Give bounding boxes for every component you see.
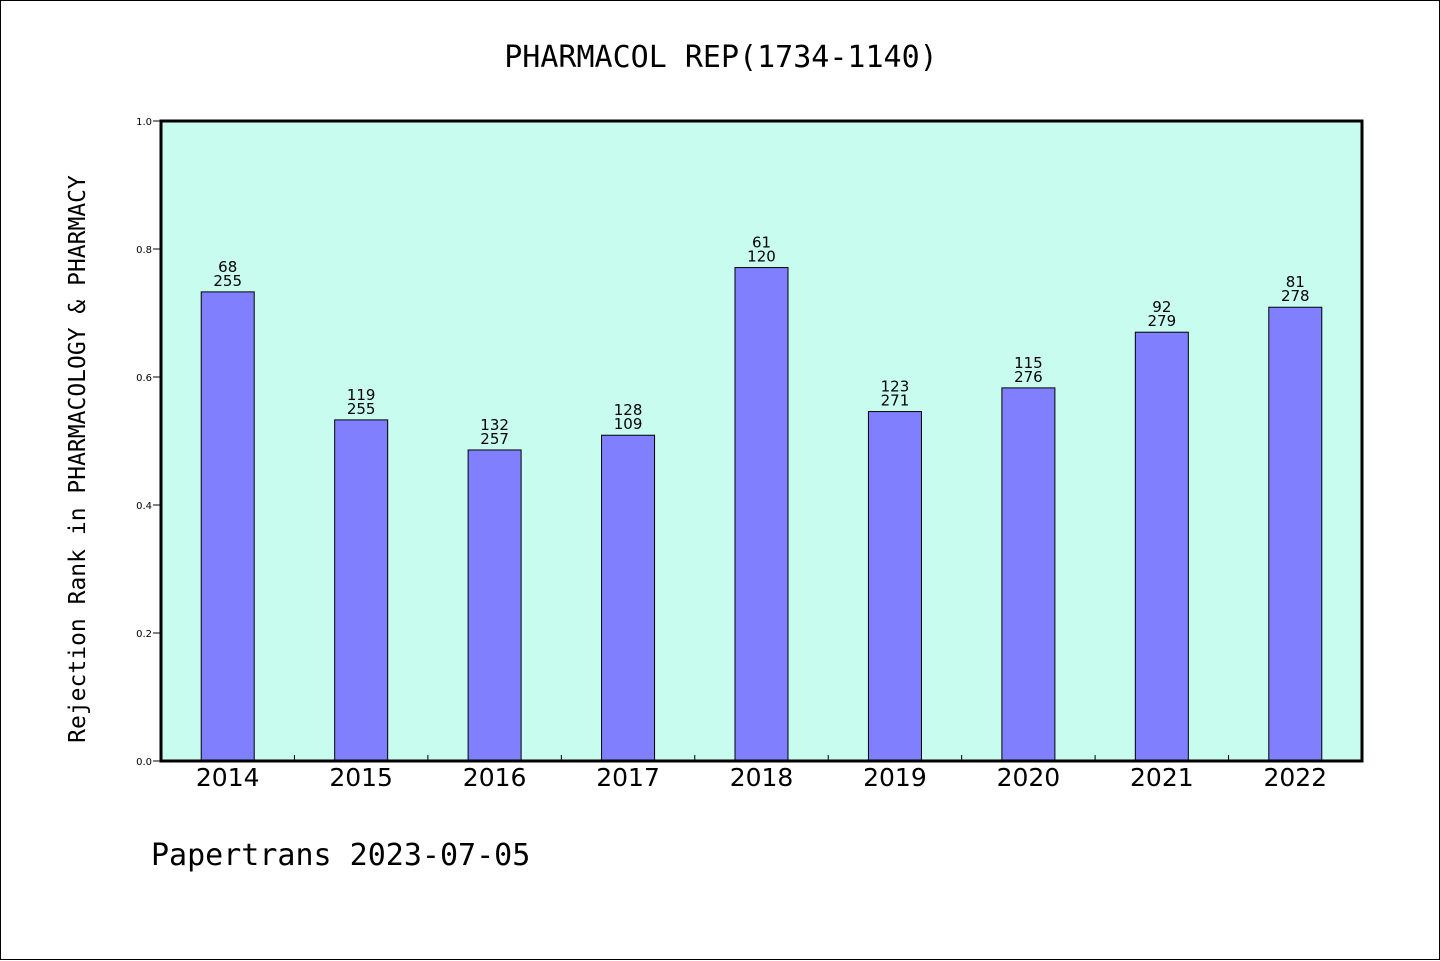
bar bbox=[200, 291, 255, 762]
bar-label-top: 68 bbox=[218, 258, 237, 276]
bar-label-top: 115 bbox=[1014, 354, 1043, 372]
bar bbox=[334, 419, 389, 762]
y-tick-label: 0.0 bbox=[136, 757, 152, 768]
bar-label-bottom: 109 bbox=[614, 415, 643, 433]
bar-label-bottom: 257 bbox=[480, 430, 509, 448]
x-tick-label: 2021 bbox=[1130, 763, 1194, 792]
y-axis-label: Rejection Rank in PHARMACOLOGY & PHARMAC… bbox=[65, 175, 91, 743]
x-tick-label: 2017 bbox=[596, 763, 660, 792]
bar-label-bottom: 120 bbox=[747, 248, 776, 266]
footer-text: Papertrans 2023-07-05 bbox=[151, 838, 530, 873]
y-axis-ticks: 0.0 0.2 0.4 0.6 0.8 1.0 bbox=[136, 117, 161, 768]
bar bbox=[601, 434, 656, 762]
plot-border bbox=[159, 119, 1364, 763]
bar bbox=[467, 449, 522, 762]
y-tick-label: 0.4 bbox=[136, 501, 152, 512]
y-tick-label: 0.6 bbox=[136, 373, 152, 384]
bar-label-top: 81 bbox=[1286, 273, 1305, 291]
y-tick-label: 0.8 bbox=[136, 245, 152, 256]
x-tick-label: 2020 bbox=[997, 763, 1061, 792]
y-tick-label: 1.0 bbox=[136, 117, 152, 128]
bar-label-bottom: 279 bbox=[1148, 312, 1177, 330]
bar bbox=[734, 267, 789, 762]
bar bbox=[867, 411, 922, 762]
bar-label-bottom: 255 bbox=[213, 272, 242, 290]
bar bbox=[1001, 387, 1056, 762]
bars bbox=[200, 267, 1323, 762]
x-axis-ticks: 2014 2015 2016 2017 2018 2019 2020 2021 2022 bbox=[196, 755, 1327, 792]
chart-title: PHARMACOL REP(1734-1140) bbox=[504, 40, 937, 75]
x-tick-label: 2014 bbox=[196, 763, 260, 792]
bar-label-bottom: 276 bbox=[1014, 368, 1043, 386]
bar-label-bottom: 278 bbox=[1281, 287, 1310, 305]
bar-label-top: 119 bbox=[347, 386, 376, 404]
bar-label-top: 128 bbox=[614, 401, 643, 419]
y-tick-label: 0.2 bbox=[136, 629, 152, 640]
x-tick-label: 2022 bbox=[1263, 763, 1327, 792]
bar-label-top: 61 bbox=[752, 234, 771, 252]
bar-label-top: 123 bbox=[881, 378, 910, 396]
bar-label-top: 92 bbox=[1152, 298, 1171, 316]
bar-label-top: 132 bbox=[480, 416, 509, 434]
bar bbox=[1268, 306, 1323, 762]
x-tick-label: 2015 bbox=[329, 763, 393, 792]
x-tick-label: 2018 bbox=[730, 763, 794, 792]
bar-label-bottom: 271 bbox=[881, 392, 910, 410]
x-tick-label: 2019 bbox=[863, 763, 927, 792]
bar bbox=[1134, 331, 1189, 762]
x-tick-label: 2016 bbox=[463, 763, 527, 792]
bar-label-bottom: 255 bbox=[347, 400, 376, 418]
bar-labels: 6825511925513225712810961120123271115276… bbox=[213, 234, 1309, 448]
